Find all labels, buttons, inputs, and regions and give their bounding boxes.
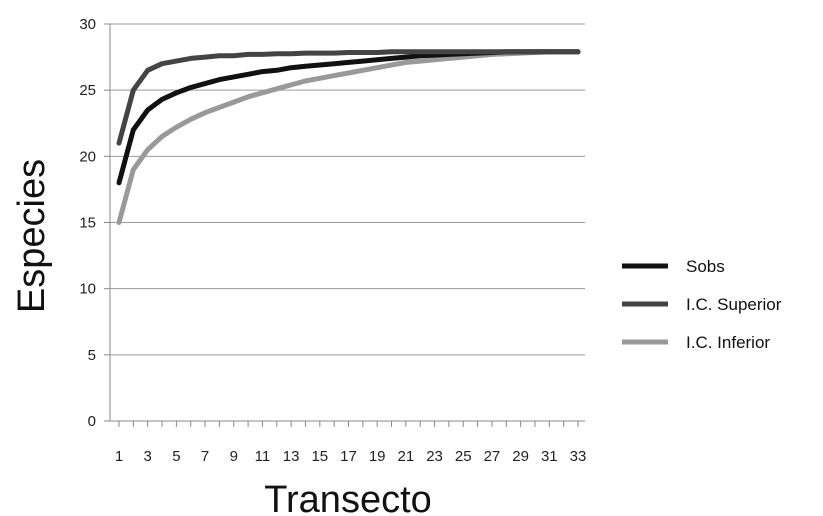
x-tick-label: 17 — [340, 448, 357, 465]
legend-label: I.C. Superior — [686, 295, 782, 314]
y-tick-label: 5 — [88, 347, 96, 364]
x-tick-label: 5 — [172, 448, 180, 465]
x-tick-label: 25 — [455, 448, 472, 465]
x-tick-label: 9 — [230, 448, 238, 465]
x-tick-label: 1 — [115, 448, 123, 465]
y-tick-label: 10 — [79, 281, 96, 298]
y-tick-label: 30 — [79, 16, 96, 33]
x-tick-label: 7 — [201, 448, 209, 465]
x-tick-label: 13 — [283, 448, 300, 465]
legend-label: Sobs — [686, 257, 725, 276]
x-tick-label: 23 — [426, 448, 443, 465]
legend: Sobs I.C. Superior I.C. Inferior — [622, 257, 782, 352]
x-tick-label: 3 — [144, 448, 152, 465]
y-tick-label: 15 — [79, 215, 96, 232]
x-tick-label: 27 — [484, 448, 501, 465]
x-tick-label: 21 — [398, 448, 415, 465]
y-axis-title: Especies — [11, 159, 53, 313]
series-lines — [116, 49, 581, 225]
x-tick-label: 29 — [512, 448, 529, 465]
y-tick-label: 0 — [88, 413, 96, 430]
y-tick-label: 25 — [79, 82, 96, 99]
series-line-i-c-superior — [116, 49, 581, 146]
x-tick-label: 33 — [570, 448, 587, 465]
x-tick-label: 19 — [369, 448, 386, 465]
x-tick-label: 15 — [311, 448, 328, 465]
x-tick-label: 31 — [541, 448, 558, 465]
x-axis-title: Transecto — [264, 479, 432, 516]
x-axis-ticks: 1 3 5 7 9 11 13 15 17 19 21 23 25 27 29 31 33 — [115, 421, 587, 465]
x-tick-label: 11 — [255, 448, 271, 465]
y-tick-label: 20 — [79, 148, 96, 165]
series-line-i-c-inferior — [116, 49, 581, 225]
legend-label: I.C. Inferior — [686, 333, 770, 352]
y-axis-ticks: 0 5 10 15 20 25 30 — [79, 16, 110, 430]
